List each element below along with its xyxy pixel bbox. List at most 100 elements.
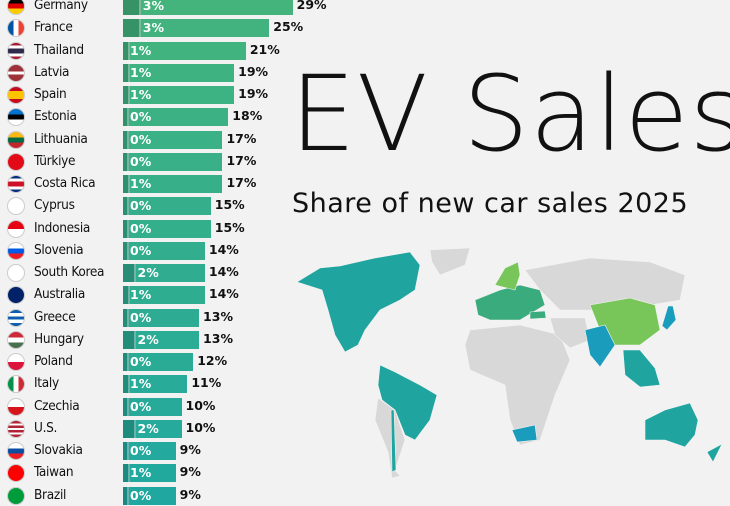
bar-total: 0% [123,108,229,127]
inner-value-label: 1% [130,287,152,303]
bar-inner-segment [123,442,129,460]
country-label: Poland [34,353,73,369]
total-value-label: 15% [214,197,245,213]
map-region-brazil-colombia [377,364,438,441]
total-value-label: 12% [197,353,228,368]
bar-total: 1% [123,375,188,394]
inner-value-label: 1% [130,376,152,392]
inner-value-label: 0% [130,398,152,414]
total-value-label: 14% [208,286,239,302]
total-value-label: 15% [214,219,245,235]
bar-inner-segment [123,86,131,104]
total-value-label: 17% [226,130,257,146]
flag-icon [7,241,25,260]
country-label: Estonia [34,108,77,125]
flag-icon [7,63,25,82]
bar-total: 2% [123,330,200,349]
bar-row: Thailand 1% 21% [0,41,300,61]
bar-inner-segment [123,152,129,171]
bar-total: 0% [123,353,194,371]
total-value-label: 29% [296,0,327,12]
country-label: Lithuania [34,130,88,147]
bar-total: 0% [123,152,223,171]
flag-icon [7,264,25,282]
flag-icon [7,486,25,505]
bar-total: 0% [123,397,182,416]
inner-value-label: 1% [130,87,152,102]
flag-icon [7,19,25,38]
country-label: Cyprus [34,197,75,214]
bar-row: U.S. 2% 10% [0,419,300,439]
bar-row: Hungary 2% 13% [0,330,300,350]
flag-icon [7,375,25,394]
total-value-label: 11% [191,375,222,391]
bar-row: Estonia 0% 18% [0,107,300,127]
total-value-label: 13% [203,308,233,324]
bar-inner-segment [123,0,141,15]
bar-inner-segment [123,197,129,216]
country-label: Thailand [34,41,84,58]
bar-total: 0% [123,219,211,238]
bar-total: 3% [123,0,293,15]
total-value-label: 19% [238,86,269,101]
bar-row: Germany 3% 29% [0,0,327,16]
inner-value-label: 1% [130,64,152,80]
flag-icon [7,442,25,460]
country-label: Czechia [34,397,80,414]
country-label: Slovakia [34,442,83,458]
inner-value-label: 0% [130,198,152,214]
country-label: Germany [34,0,88,13]
bar-inner-segment [123,286,131,305]
page-title: EV Sales [290,53,730,175]
flag-icon [7,152,25,171]
inner-value-label: 0% [130,242,152,258]
total-value-label: 9% [179,486,201,502]
map-region-southeast-asia [622,349,661,388]
bar-row: Italy 1% 11% [0,374,300,394]
map-region-turkey [529,310,547,320]
bar-row: Taiwan 1% 9% [0,463,300,483]
bar-total: 0% [123,442,176,460]
inner-value-label: 2% [137,420,159,436]
inner-value-label: 1% [130,42,152,58]
bar-total: 3% [123,19,270,38]
country-label: Hungary [34,330,84,347]
bar-row: Indonesia 0% 15% [0,219,300,239]
inner-value-label: 0% [130,487,152,503]
bar-inner-segment [123,264,136,282]
bar-total: 1% [123,175,223,193]
total-value-label: 9% [179,464,201,480]
bar-total: 1% [123,464,176,483]
country-label: Greece [34,308,76,325]
bar-total: 0% [123,241,205,260]
map-region-japan [661,305,677,331]
bar-total: 2% [123,264,205,282]
country-label: France [34,19,73,36]
bar-row: Czechia 0% 10% [0,397,300,417]
bar-total: 1% [123,86,235,104]
total-value-label: 19% [238,63,269,79]
bar-row: Spain 1% 19% [0,85,300,105]
bar-row: South Korea 2% 14% [0,263,300,283]
country-label: U.S. [34,419,58,436]
inner-value-label: 0% [130,153,152,169]
bar-inner-segment [123,130,129,149]
flag-icon [7,286,25,305]
world-map [296,247,723,479]
bar-inner-segment [123,219,129,238]
flag-icon [7,86,25,104]
page-subtitle: Share of new car sales 2025 [292,188,689,219]
inner-value-label: 3% [142,0,165,13]
inner-value-label: 0% [130,131,152,147]
inner-value-label: 0% [130,220,152,236]
bar-inner-segment [123,486,129,505]
map-region-scandinavia [494,261,521,291]
bar-inner-segment [123,419,136,438]
inner-value-label: 0% [130,109,152,125]
bar-total: 0% [123,486,176,505]
country-label: Spain [34,86,67,102]
bar-row: Slovenia 0% 14% [0,241,300,261]
bar-inner-segment [123,63,131,82]
bar-inner-segment [123,330,136,349]
bar-inner-segment [123,241,129,260]
